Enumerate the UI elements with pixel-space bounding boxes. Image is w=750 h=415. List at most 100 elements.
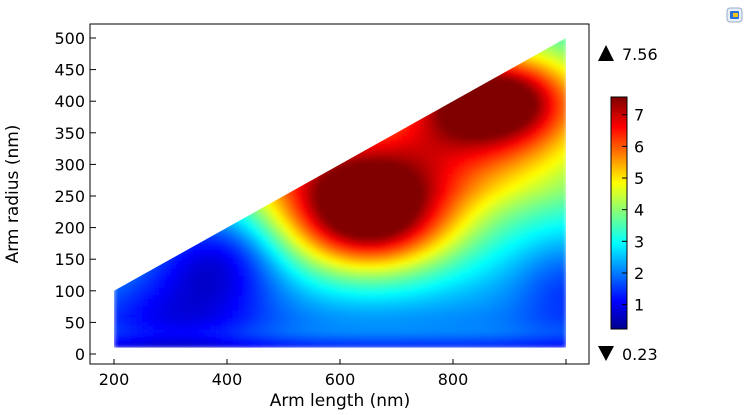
heat-cell [272, 298, 279, 303]
heat-cell [215, 313, 222, 318]
heat-cell [345, 309, 352, 315]
heat-cell [283, 196, 290, 201]
heat-cell [272, 287, 279, 292]
heat-cell [215, 264, 222, 269]
heat-cell [130, 287, 138, 292]
heat-cell [153, 302, 160, 307]
heat-cell [396, 279, 403, 284]
heat-cell [340, 230, 347, 235]
heat-cell [356, 154, 364, 159]
heat-cell [368, 230, 375, 235]
heat-cell [385, 260, 392, 265]
heat-cell [453, 116, 460, 121]
heat-cell [424, 173, 431, 178]
heat-cell [368, 188, 375, 193]
heat-cell [407, 340, 415, 345]
heat-cell [334, 268, 341, 273]
heat-cell [430, 287, 437, 292]
heat-cell [447, 184, 454, 190]
heat-cell [147, 321, 155, 326]
heat-cell [176, 283, 183, 288]
heat-cell [356, 188, 364, 193]
heat-cell [362, 271, 369, 277]
heat-cell [373, 158, 381, 163]
heat-cell [407, 177, 415, 182]
heat-cell [385, 343, 392, 348]
heat-cell [373, 230, 381, 235]
heat-cell [424, 142, 431, 148]
heat-cell [300, 298, 307, 303]
heat-cell [277, 230, 285, 235]
heat-cell [453, 271, 460, 277]
heat-cell [402, 192, 409, 197]
heat-cell [238, 336, 245, 341]
heat-cell [436, 252, 443, 258]
heat-cell [368, 256, 375, 262]
heat-cell [300, 340, 307, 345]
heat-cell [204, 279, 211, 284]
heat-cell [238, 343, 245, 348]
heat-cell [277, 324, 285, 330]
heat-cell [294, 256, 302, 262]
heat-cell [453, 302, 460, 307]
heat-cell [294, 192, 302, 197]
heat-cell [255, 340, 262, 345]
heat-cell [436, 340, 443, 345]
heat-cell [164, 302, 172, 307]
heat-cell [379, 260, 386, 265]
heat-cell [419, 123, 426, 129]
heat-cell [373, 283, 381, 288]
heat-cell [441, 271, 448, 277]
heat-cell [283, 317, 290, 322]
heat-cell [441, 116, 448, 121]
heat-cell [356, 336, 364, 341]
heat-cell [114, 321, 121, 326]
heat-cell [136, 340, 143, 345]
heat-cell [289, 203, 296, 208]
heat-cell [306, 230, 313, 235]
heat-cell [379, 169, 386, 174]
heat-cell [215, 249, 222, 254]
heat-cell [436, 343, 443, 348]
heat-cell [390, 214, 398, 220]
heat-cell [340, 184, 347, 190]
heat-cell [407, 158, 415, 163]
heat-cell [385, 252, 392, 258]
heat-cell [317, 317, 324, 322]
heat-cell [187, 256, 194, 262]
heat-cell [159, 268, 166, 273]
heat-cell [221, 279, 228, 284]
heat-cell [379, 188, 386, 193]
heat-cell [436, 302, 443, 307]
heat-cell [277, 317, 285, 322]
heat-cell [340, 173, 347, 178]
heat-cell [373, 317, 381, 322]
heat-cell [328, 222, 335, 227]
heat-cell [289, 211, 296, 216]
heat-cell [385, 142, 392, 148]
heat-cell [396, 142, 403, 148]
heat-cell [266, 287, 273, 292]
heat-cell [266, 218, 273, 224]
heat-cell [204, 328, 211, 334]
heat-cell [407, 123, 415, 129]
heat-cell [334, 283, 341, 288]
heat-cell [272, 230, 279, 235]
heat-cell [413, 271, 420, 277]
heat-cell [243, 313, 251, 318]
heat-cell [306, 222, 313, 227]
heat-cell [272, 309, 279, 315]
heat-cell [407, 222, 415, 227]
heat-cell [311, 233, 318, 239]
heat-cell [402, 302, 409, 307]
heat-cell [385, 237, 392, 243]
heat-cell [419, 230, 426, 235]
heat-cell [227, 313, 234, 318]
heat-cell [311, 249, 318, 254]
heat-cell [300, 241, 307, 246]
heat-cell [243, 260, 251, 265]
heat-cell [210, 294, 217, 299]
heat-cell [136, 321, 143, 326]
heat-cell [356, 321, 364, 326]
heat-cell [436, 230, 443, 235]
